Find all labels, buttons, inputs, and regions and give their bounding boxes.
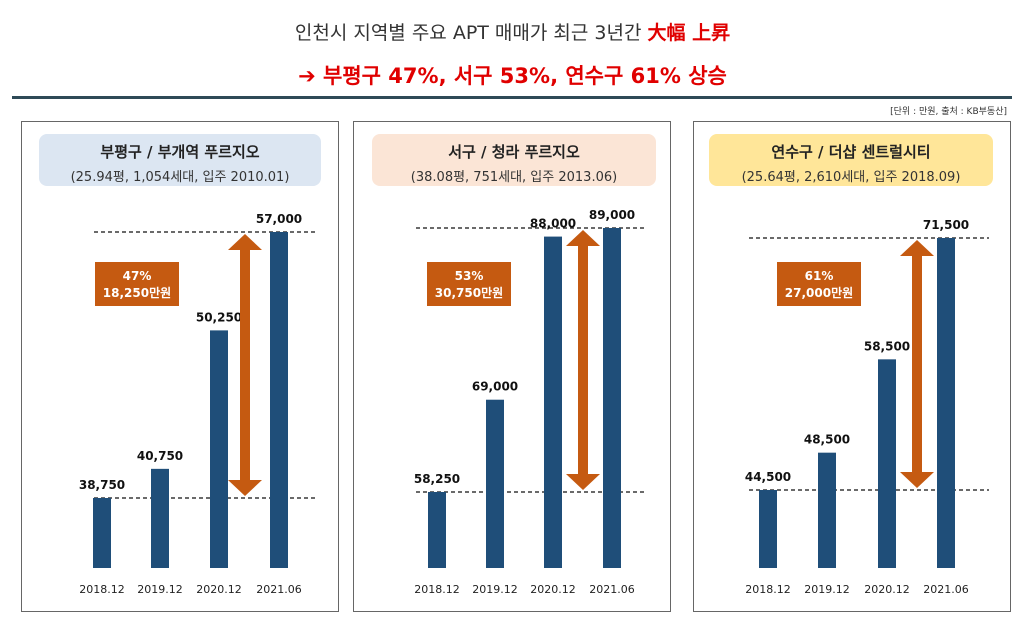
change-callout: [95, 262, 179, 306]
x-tick-label: 2020.12: [196, 583, 242, 596]
header-divider: [12, 96, 1012, 99]
bar: [210, 330, 228, 568]
bar-value-label: 89,000: [589, 208, 635, 222]
x-tick-label: 2020.12: [864, 583, 910, 596]
bar-value-label: 71,500: [923, 218, 969, 232]
double-arrow: [228, 234, 262, 496]
panel-title: 서구 / 청라 푸르지오: [448, 143, 580, 161]
x-tick-label: 2019.12: [472, 583, 518, 596]
bar: [603, 228, 621, 568]
unit-note: [단위 : 만원, 출처 : KB부동산]: [890, 107, 1007, 117]
bar-value-label: 44,500: [745, 470, 791, 484]
x-tick-label: 2021.06: [589, 583, 635, 596]
bar-value-label: 69,000: [472, 380, 518, 394]
bar-value-label: 88,000: [530, 217, 576, 231]
bar-chart-yeonsu: 44,500 2018.12 48,500 2019.12 58,500 2020.12 7…: [745, 218, 989, 596]
panel-subtitle: (38.08평, 751세대, 입주 2013.06): [410, 170, 618, 185]
bar: [818, 452, 836, 568]
panel-subtitle: (25.94평, 1,054세대, 입주 2010.01): [70, 170, 290, 185]
page-subtitle: ➔ 부평구 47%, 서구 53%, 연수구 61% 상승: [298, 64, 727, 88]
chart-panel-seogu: 서구 / 청라 푸르지오 (38.08평, 751세대, 입주 2013.06)…: [353, 121, 671, 612]
bar: [93, 498, 111, 568]
bar-value-label: 48,500: [804, 433, 850, 447]
x-tick-label: 2018.12: [414, 583, 460, 596]
change-percent: 61%: [805, 269, 834, 283]
x-tick-label: 2019.12: [137, 583, 183, 596]
change-callout: [777, 262, 861, 306]
x-tick-label: 2018.12: [745, 583, 791, 596]
bar: [486, 399, 504, 568]
chart-panel-bupyeong: 부평구 / 부개역 푸르지오 (25.94평, 1,054세대, 입주 2010…: [21, 121, 339, 612]
panel-title: 연수구 / 더샵 센트럴시티: [771, 143, 931, 161]
bar-value-label: 40,750: [137, 449, 183, 463]
bar: [759, 490, 777, 568]
change-percent: 47%: [123, 269, 152, 283]
bar-chart-bupyeong: 38,750 2018.12 40,750 2019.12 50,250 2020.12 5…: [79, 212, 317, 596]
bar-value-label: 50,250: [196, 310, 242, 324]
bar: [428, 492, 446, 568]
x-tick-label: 2020.12: [530, 583, 576, 596]
bar-value-label: 38,750: [79, 478, 125, 492]
page-title: 인천시 지역별 주요 APT 매매가 최근 3년간 大幅 上昇: [0, 18, 1025, 45]
panel-header: 연수구 / 더샵 센트럴시티 (25.64평, 2,610세대, 입주 2018…: [709, 134, 993, 186]
change-amount: 18,250만원: [103, 285, 171, 300]
bar: [544, 236, 562, 568]
bar: [151, 468, 169, 568]
bar: [270, 232, 288, 568]
change-amount: 27,000만원: [785, 285, 853, 300]
bar-value-label: 57,000: [256, 212, 302, 226]
change-amount: 30,750만원: [435, 285, 503, 300]
bar: [937, 238, 955, 568]
title-highlight: 大幅 上昇: [647, 22, 731, 44]
double-arrow: [900, 240, 934, 488]
change-callout: [427, 262, 511, 306]
panel-header: 부평구 / 부개역 푸르지오 (25.94평, 1,054세대, 입주 2010…: [39, 134, 321, 186]
panel-subtitle: (25.64평, 2,610세대, 입주 2018.09): [741, 170, 961, 185]
title-prefix: 인천시 지역별 주요 APT 매매가 최근 3년간: [294, 22, 642, 44]
x-tick-label: 2021.06: [256, 583, 302, 596]
double-arrow: [566, 230, 600, 490]
panel-title: 부평구 / 부개역 푸르지오: [100, 143, 260, 161]
bar: [878, 359, 896, 568]
chart-panel-yeonsu: 연수구 / 더샵 센트럴시티 (25.64평, 2,610세대, 입주 2018…: [693, 121, 1011, 612]
change-percent: 53%: [455, 269, 484, 283]
x-tick-label: 2021.06: [923, 583, 969, 596]
bar-value-label: 58,500: [864, 339, 910, 353]
panel-header: 서구 / 청라 푸르지오 (38.08평, 751세대, 입주 2013.06): [372, 134, 656, 186]
x-tick-label: 2019.12: [804, 583, 850, 596]
x-tick-label: 2018.12: [79, 583, 125, 596]
bar-chart-seogu: 58,250 2018.12 69,000 2019.12 88,000 2020.12 8…: [414, 208, 646, 596]
bar-value-label: 58,250: [414, 472, 460, 486]
